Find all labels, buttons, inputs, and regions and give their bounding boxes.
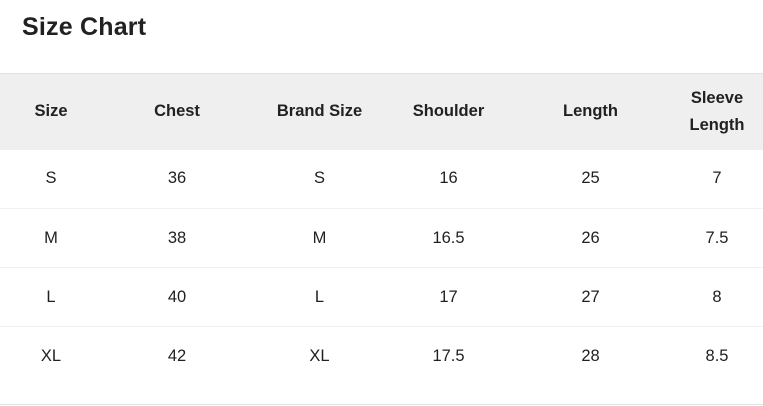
header-cell: Brand Size: [252, 73, 387, 150]
table-cell: M: [0, 208, 102, 268]
table-cell: 42: [102, 326, 252, 386]
table-cell: 17: [387, 267, 510, 327]
header-cell: Size: [0, 73, 102, 150]
table-cell: S: [0, 149, 102, 209]
table-cell: 7: [671, 149, 763, 209]
table-cell: 17.5: [387, 326, 510, 386]
table-header-row: Size Chest Brand Size Shoulder Length Sleeve …: [0, 73, 763, 150]
table-cell: 38: [102, 208, 252, 268]
table-cell: 27: [510, 267, 671, 327]
table-cell: XL: [252, 326, 387, 386]
header-cell: Sleeve Length: [671, 73, 763, 150]
table-cell: L: [0, 267, 102, 327]
table-cell: 16.5: [387, 208, 510, 268]
header-cell: Length: [510, 73, 671, 150]
table-cell: L: [252, 267, 387, 327]
table-cell: 25: [510, 149, 671, 209]
page-title: Size Chart: [22, 13, 147, 41]
table-cell: 26: [510, 208, 671, 268]
table-row: L 40 L 17 27 8: [0, 267, 763, 327]
table-cell: 28: [510, 326, 671, 386]
table-cell: XL: [0, 326, 102, 386]
table-cell: 36: [102, 149, 252, 209]
table-cell: 8.5: [671, 326, 763, 386]
table-row: M 38 M 16.5 26 7.5: [0, 208, 763, 268]
table-row: S 36 S 16 25 7: [0, 149, 763, 209]
bottom-divider: [0, 404, 763, 405]
size-chart-table: Size Chest Brand Size Shoulder Length Sleeve …: [0, 73, 763, 386]
table-row: XL 42 XL 17.5 28 8.5: [0, 326, 763, 386]
table-cell: M: [252, 208, 387, 268]
header-cell: Chest: [102, 73, 252, 150]
header-cell: Shoulder: [387, 73, 510, 150]
table-cell: S: [252, 149, 387, 209]
table-cell: 7.5: [671, 208, 763, 268]
table-cell: 8: [671, 267, 763, 327]
table-cell: 40: [102, 267, 252, 327]
table-cell: 16: [387, 149, 510, 209]
